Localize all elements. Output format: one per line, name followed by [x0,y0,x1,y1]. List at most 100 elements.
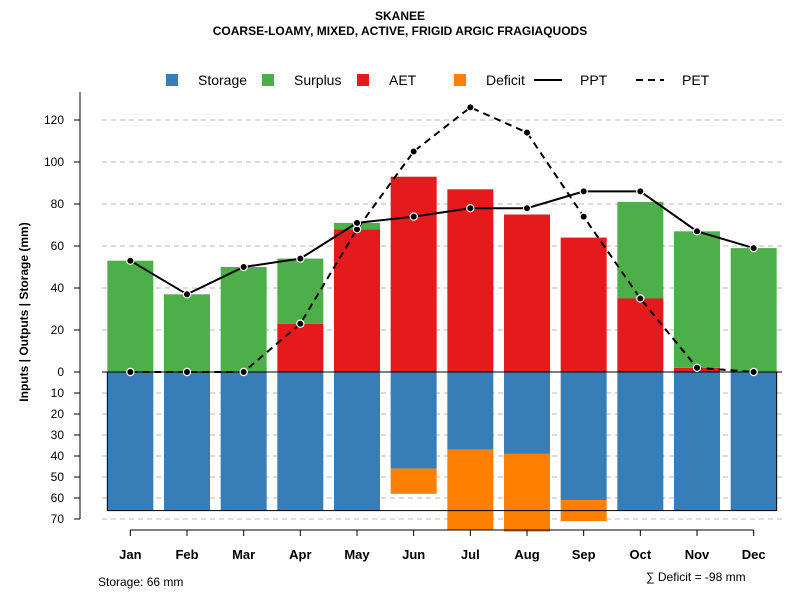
legend-item-surplus: Surplus [262,72,341,88]
ppt-point [636,187,645,196]
pet-point [636,294,645,303]
storage-bar [390,372,437,469]
surplus-bar [617,201,664,299]
x-tick-label: Jun [402,547,425,562]
ppt-point [296,254,305,263]
deficit-bar [504,453,550,532]
x-tick-label: Nov [685,547,710,562]
surplus-bar [674,231,720,368]
deficit-note: ∑ Deficit = -98 mm [646,570,746,584]
storage-bar [560,372,607,501]
storage-note: Storage: 66 mm [98,575,184,589]
surplus-bar [220,267,267,372]
aet-bar [560,237,607,372]
storage-bar [277,372,324,511]
pet-point [126,367,135,377]
aet-bar [504,214,550,372]
pet-point [296,319,305,328]
y-tick-label: 40 [51,449,65,463]
x-tick-label: Aug [514,547,539,562]
x-tick-label: Mar [232,547,255,562]
y-tick-label: 10 [51,386,65,400]
ppt-point [409,212,418,221]
y-tick-label: 40 [51,281,65,295]
deficit-bar [447,449,494,530]
ppt-point [579,187,588,196]
x-tick-label: Oct [629,547,651,562]
x-tick-label: Dec [742,547,766,562]
y-tick-label: 60 [51,491,65,505]
aet-bar [617,298,664,372]
deficit-bar [390,468,437,494]
storage-bar [730,372,777,511]
legend-item-pet: PET [636,72,710,88]
aet-bar [334,229,380,372]
chart-title: SKANEE [374,9,425,23]
y-tick-label: 20 [51,407,65,421]
storage-legend-swatch [166,74,178,86]
pet-legend-label: PET [682,72,710,88]
y-tick-label: 70 [51,512,65,526]
surplus-bar [164,294,210,372]
x-tick-label: Apr [289,547,311,562]
y-tick-label: 120 [44,113,64,127]
storage-bar [107,372,154,511]
pet-point [749,367,758,377]
y-tick-label: 30 [51,428,65,442]
storage-bar [504,372,550,454]
x-tick-label: Jan [119,547,141,562]
legend: Storage Surplus AET Deficit PPT PET [166,72,710,88]
y-tick-label: 20 [51,323,65,337]
ppt-point [182,290,192,299]
storage-bar [220,372,267,511]
storage-bar [674,372,720,511]
storage-legend-label: Storage [198,72,247,88]
storage-bar [334,372,380,511]
deficit-legend-swatch [454,74,466,86]
y-tick-label: 100 [44,155,64,169]
pet-point [409,147,418,156]
pet-point [579,212,588,221]
surplus-legend-label: Surplus [294,72,341,88]
legend-item-storage: Storage [166,72,247,88]
pet-point [182,367,192,377]
surplus-bar [730,248,777,372]
ppt-point [239,262,248,272]
ppt-point [692,227,702,236]
pet-point [466,103,475,112]
pet-point [522,128,532,137]
ppt-point [749,243,758,253]
aet-legend-label: AET [389,72,417,88]
storage-bar [164,372,210,511]
bars [107,176,777,532]
ppt-point [522,203,532,213]
ppt-line [129,190,754,296]
x-tick-label: May [344,547,370,562]
ppt-point [126,256,135,265]
aet-bar [447,189,494,372]
x-tick-label: Jul [461,547,480,562]
y-tick-label: 80 [51,197,65,211]
legend-item-aet: AET [357,72,417,88]
axes: 0 20 40 60 80 100 120 10 20 30 40 50 60 70 Jan Feb Mar Ap… [44,92,766,562]
aet-legend-swatch [357,74,369,86]
x-tick-label: Feb [175,547,198,562]
aet-bar [390,176,437,372]
y-tick-label: 60 [51,239,65,253]
pet-point [692,363,702,372]
storage-bar [447,372,494,450]
pet-point [239,367,248,377]
storage-bar [617,372,664,511]
series-lines [126,103,758,377]
surplus-bar [277,258,324,324]
y-axis-label: Inputs | Outputs | Storage (mm) [17,222,31,401]
y-tick-label: 0 [57,365,64,379]
chart-subtitle: COARSE-LOAMY, MIXED, ACTIVE, FRIGID ARGI… [212,24,588,38]
ppt-legend-label: PPT [580,72,608,88]
x-tick-label: Sep [572,547,596,562]
ppt-point [352,218,362,228]
y-tick-label: 50 [51,470,65,484]
surplus-legend-swatch [262,74,274,86]
deficit-legend-label: Deficit [486,72,525,88]
